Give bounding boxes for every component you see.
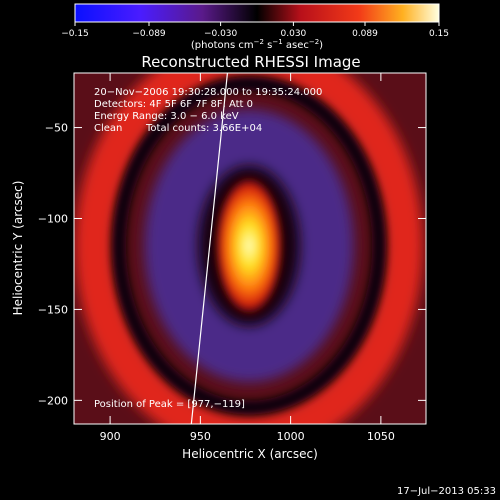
clean-label-text: Clean: [94, 123, 122, 134]
axis-ticks: 900 950 1000 1050 −50 −100 −150 −200: [38, 73, 426, 443]
colorbar-tick-label: 0.089: [352, 29, 378, 39]
x-tick-label: 1050: [367, 430, 395, 443]
outer-red-ring: [74, 73, 424, 424]
y-tick-label: −200: [38, 394, 68, 407]
plot-image: [74, 73, 426, 424]
detectors-text: Detectors: 4F 5F 6F 7F 8F, Att 0: [94, 99, 253, 110]
total-counts-text: Total counts: 3.66E+04: [145, 123, 262, 134]
colorbar-tick-label: −0.089: [132, 29, 166, 39]
colorbar-ticks: −0.15 −0.089 −0.030 0.030 0.089 0.15: [61, 22, 449, 39]
colorbar-unit-label: (photons cm−2 s−1 asec−2): [191, 38, 323, 51]
annotations: 20−Nov−2006 19:30:28.000 to 19:35:24.000…: [94, 87, 322, 410]
time-range-text: 20−Nov−2006 19:30:28.000 to 19:35:24.000: [94, 87, 322, 98]
colorbar-tick-label: 0.030: [281, 29, 307, 39]
y-tick-label: −150: [38, 303, 68, 316]
x-tick-label: 900: [100, 430, 121, 443]
colorbar-tick-label: 0.15: [429, 29, 449, 39]
image-features: [74, 73, 424, 424]
x-tick-label: 1000: [277, 430, 305, 443]
colorbar-gradient: [74, 3, 440, 23]
colorbar-tick-label: −0.030: [204, 29, 238, 39]
dark-gap-ring: [112, 76, 387, 415]
y-tick-label: −100: [38, 212, 68, 225]
timestamp-text: 17−Jul−2013 05:33: [397, 486, 496, 497]
chart-title: Reconstructed RHESSI Image: [141, 53, 360, 71]
colorbar: −0.15 −0.089 −0.030 0.030 0.089 0.15 (photons…: [61, 3, 449, 51]
limb-line: [190, 73, 229, 424]
x-axis-label: Heliocentric X (arcsec): [182, 447, 318, 461]
peak-position-text: Position of Peak = [977,−119]: [94, 399, 245, 410]
x-tick-label: 950: [190, 430, 211, 443]
energy-range-text: Energy Range: 3.0 − 6.0 keV: [94, 111, 239, 122]
colorbar-tick-label: −0.15: [61, 29, 89, 39]
bright-core: [214, 174, 284, 317]
y-tick-label: −50: [45, 122, 68, 135]
plot-frame: [73, 72, 427, 425]
y-axis-label: Heliocentric Y (arcsec): [11, 181, 25, 316]
